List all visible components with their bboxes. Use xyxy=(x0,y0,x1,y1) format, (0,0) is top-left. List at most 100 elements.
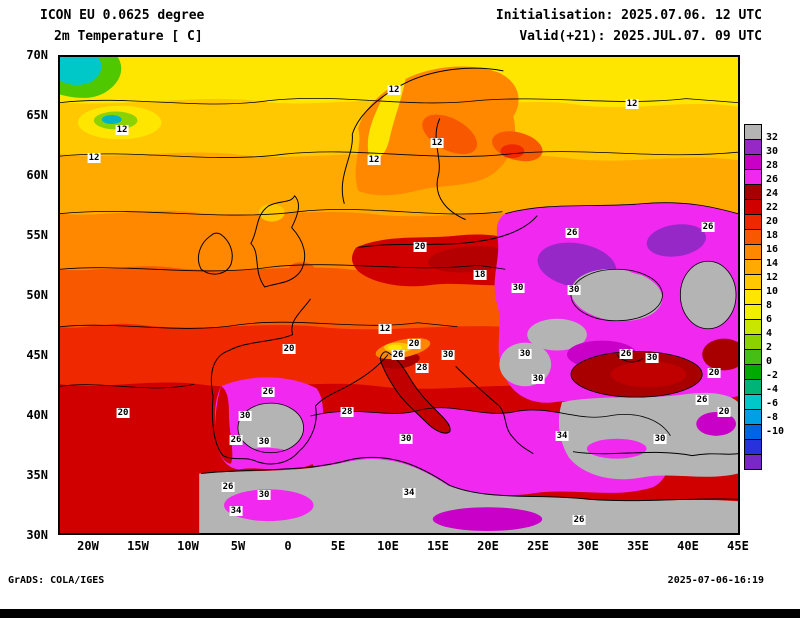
colorbar-boundary-label: 4 xyxy=(766,328,773,339)
colorbar: 32 30 28 26 24 22 20 18 16 14 12 10 8 6 4 2 0 -2 -4 -6 -8 -10 xyxy=(744,124,800,470)
lat-tick-label: 50N xyxy=(26,288,48,302)
region-caucasus-hot xyxy=(702,338,738,371)
lat-tick-label: 60N xyxy=(26,168,48,182)
init-time: Initialisation: 2025.07.06. 12 UTC xyxy=(495,8,762,23)
lat-tick-label: 65N xyxy=(26,108,48,122)
lon-tick-label: 15E xyxy=(427,539,449,553)
colorbar-boundary-label: -10 xyxy=(766,426,785,437)
model-title: ICON EU 0.0625 degree xyxy=(40,8,205,23)
lon-tick-label: 25E xyxy=(527,539,549,553)
lat-tick-label: 45N xyxy=(26,348,48,362)
colorbar-cell xyxy=(745,275,761,290)
colorbar-cell xyxy=(745,455,761,469)
lon-tick-label: 45E xyxy=(727,539,749,553)
colorbar-boundary-label: 12 xyxy=(766,272,779,283)
valid-time: Valid(+21): 2025.JUL.07. 09 UTC xyxy=(519,29,762,44)
colorbar-boundary-label: 30 xyxy=(766,146,779,157)
colorbar-cell xyxy=(745,335,761,350)
colorbar-cell xyxy=(745,230,761,245)
colorbar-boundary-label: 22 xyxy=(766,202,779,213)
creation-timestamp: 2025-07-06-16:19 xyxy=(667,575,764,586)
map-frame: 12 12 12 12 12 12 20 18 26 26 30 30 26 30 12 20 26 28 30 20… xyxy=(58,55,740,535)
field-title: 2m Temperature [ C] xyxy=(54,29,203,44)
region-portugal-coast-cooler xyxy=(215,386,233,464)
lat-tick-label: 30N xyxy=(26,528,48,542)
lat-axis: 70N 65N 60N 55N 50N 45N 40N 35N 30N xyxy=(0,0,54,618)
colorbar-cell xyxy=(745,245,761,260)
colorbar-cell xyxy=(745,185,761,200)
grads-credit: GrADS: COLA/IGES xyxy=(8,575,105,586)
colorbar-cell xyxy=(745,260,761,275)
colorbar-cell xyxy=(745,170,761,185)
lat-tick-label: 70N xyxy=(26,48,48,62)
colorbar-boundary-label: 32 xyxy=(766,132,779,143)
lon-tick-label: 10W xyxy=(177,539,199,553)
region-north-africa-gray xyxy=(199,459,738,533)
colorbar-boundary-label: -4 xyxy=(766,384,779,395)
colorbar-boundary-label: 20 xyxy=(766,216,779,227)
lat-tick-label: 40N xyxy=(26,408,48,422)
colorbar-cell xyxy=(745,395,761,410)
lon-tick-label: 20W xyxy=(77,539,99,553)
region-finland-hot-core xyxy=(500,144,525,159)
lon-tick-label: 15W xyxy=(127,539,149,553)
colorbar-cell xyxy=(745,320,761,335)
region-balkans-extreme-heat xyxy=(499,342,552,387)
isotherm-contours xyxy=(60,97,738,454)
region-greenland-cold-core xyxy=(60,57,102,85)
colorbar-boundary-label: -2 xyxy=(766,370,779,381)
temperature-map xyxy=(60,57,738,533)
colorbar-cell xyxy=(745,425,761,440)
colorbar-boundary-label: -6 xyxy=(766,398,779,409)
colorbar-cell xyxy=(745,350,761,365)
colorbar-cell xyxy=(745,380,761,395)
colorbar-cells xyxy=(744,124,762,470)
colorbar-boundary-label: 10 xyxy=(766,286,779,297)
lon-tick-label: 5W xyxy=(230,539,246,553)
lon-tick-label: 5E xyxy=(330,539,346,553)
colorbar-cell xyxy=(745,155,761,170)
colorbar-boundary-label: 0 xyxy=(766,356,773,367)
colorbar-cell xyxy=(745,440,761,455)
region-italy xyxy=(380,351,451,434)
colorbar-cell xyxy=(745,125,761,140)
colorbar-cell xyxy=(745,215,761,230)
region-libya-magenta xyxy=(432,507,543,532)
region-iberia-extreme-heat-core xyxy=(237,403,304,453)
colorbar-boundary-label: 28 xyxy=(766,160,779,171)
region-anatolia-gray xyxy=(558,392,738,480)
colorbar-cell xyxy=(745,140,761,155)
lon-tick-label: 35E xyxy=(627,539,649,553)
colorbar-cell xyxy=(745,410,761,425)
lon-tick-label: 0 xyxy=(284,539,292,553)
region-east-anatolia-magenta xyxy=(696,412,737,436)
region-east-purple-2 xyxy=(646,224,706,257)
region-east-magenta-inset xyxy=(624,255,669,276)
region-scotland-cool xyxy=(258,203,285,222)
region-turkey-south-magenta xyxy=(586,438,647,459)
colorbar-boundary-label: 6 xyxy=(766,314,773,325)
region-morocco-magenta xyxy=(224,489,314,522)
colorbar-cell xyxy=(745,365,761,380)
region-alps-coldest xyxy=(388,344,402,351)
colorbar-boundary-label: 8 xyxy=(766,300,773,311)
region-germany-hot-core xyxy=(427,246,512,273)
region-norway-mountains-cool xyxy=(367,76,406,161)
region-andalusia-magenta xyxy=(238,447,295,468)
lat-tick-label: 35N xyxy=(26,468,48,482)
lon-axis: 20W 15W 10W 5W 0 5E 10E 15E 20E 25E 30E 35E 40E 45E xyxy=(58,539,749,555)
region-iceland-cold-core xyxy=(101,115,122,124)
coastlines xyxy=(198,67,738,502)
colorbar-boundary-label: 2 xyxy=(766,342,773,353)
region-east-extreme-heat-gray-1 xyxy=(571,268,663,322)
region-east-extreme-heat-gray-3 xyxy=(527,318,587,351)
lon-tick-label: 10E xyxy=(377,539,399,553)
bottom-black-bar xyxy=(0,609,800,618)
colorbar-boundary-label: -8 xyxy=(766,412,779,423)
region-black-sea-core xyxy=(610,361,687,388)
lon-tick-label: 30E xyxy=(577,539,599,553)
lon-tick-label: 20E xyxy=(477,539,499,553)
colorbar-boundary-label: 18 xyxy=(766,230,779,241)
region-east-extreme-heat-gray-2 xyxy=(680,261,737,329)
